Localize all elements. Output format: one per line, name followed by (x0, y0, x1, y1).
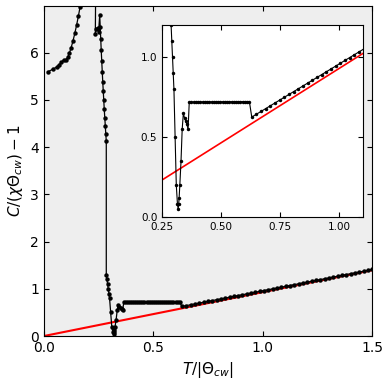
X-axis label: $T/|\Theta_{cw}|$: $T/|\Theta_{cw}|$ (182, 361, 234, 381)
Y-axis label: $C/(\chi\Theta_{cw}) - 1$: $C/(\chi\Theta_{cw}) - 1$ (5, 124, 25, 217)
